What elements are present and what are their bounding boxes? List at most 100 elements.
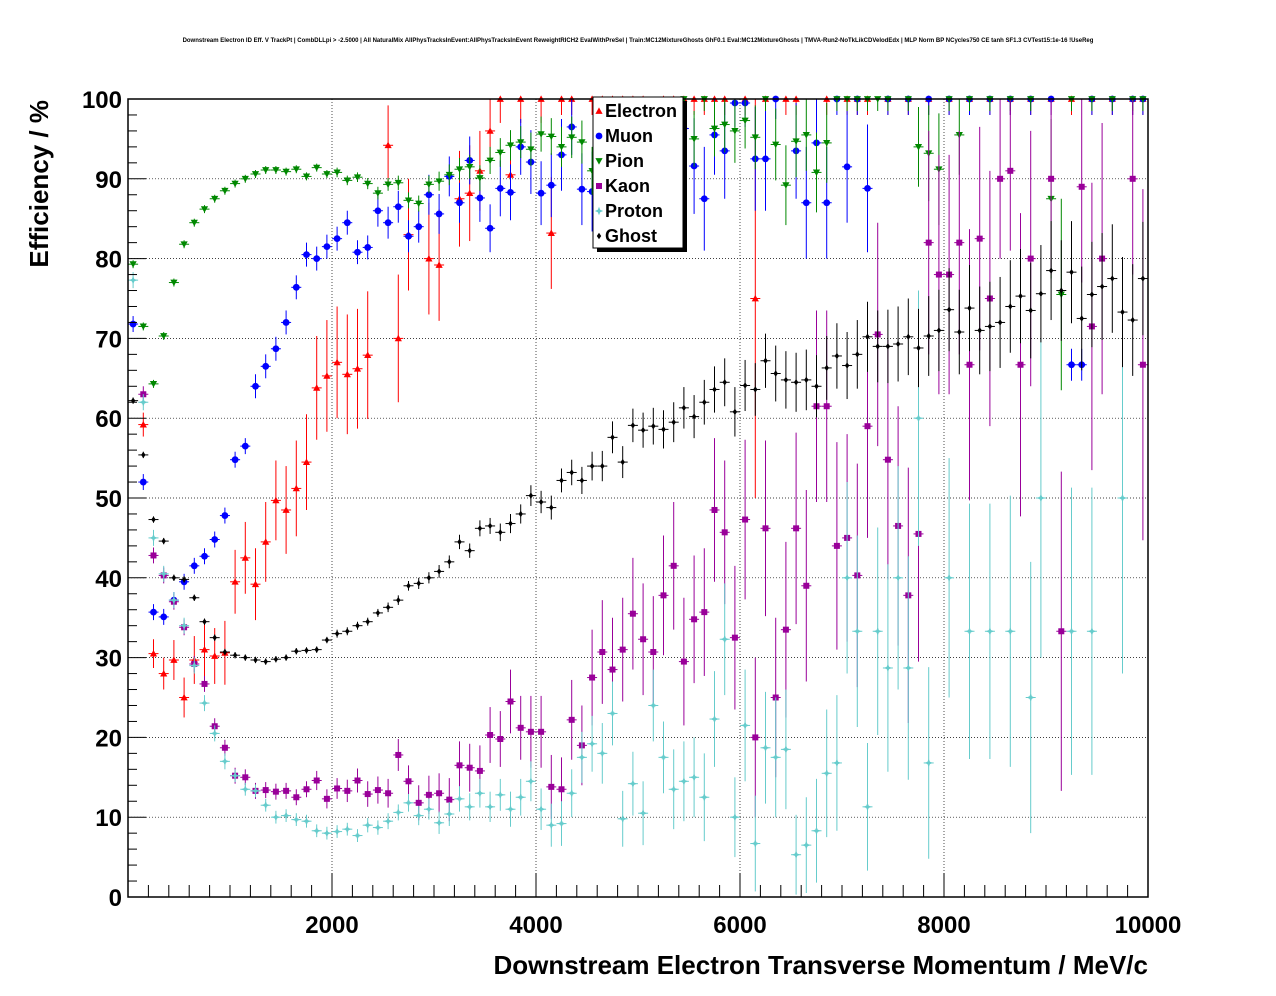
- pion-point: [323, 171, 331, 178]
- legend-marker-proton: [594, 206, 604, 216]
- muon-point: [476, 194, 484, 202]
- ghost-point: [324, 636, 330, 644]
- proton-point: [434, 818, 444, 827]
- proton-point: [873, 627, 882, 636]
- kaon-point: [283, 787, 290, 794]
- pion-point: [568, 134, 576, 141]
- pion-point: [496, 149, 504, 157]
- x-axis-title: Downstream Electron Transverse Momentum …: [493, 950, 1148, 980]
- y-tick-label: 20: [95, 725, 122, 752]
- ghost-point: [1018, 292, 1023, 300]
- pion-point: [486, 157, 494, 165]
- muon-point: [456, 199, 463, 207]
- proton-point: [587, 739, 597, 748]
- legend-marker-ghost: [596, 232, 602, 240]
- muon-point: [333, 235, 341, 243]
- kaon-point: [446, 796, 453, 803]
- ghost-point: [885, 343, 891, 350]
- ghost-point: [457, 538, 462, 546]
- pion-point: [302, 173, 311, 181]
- ghost-point: [620, 458, 625, 466]
- muon-point: [139, 478, 147, 486]
- electron-point: [292, 484, 300, 492]
- kaon-point: [1078, 183, 1085, 190]
- electron-point: [333, 358, 341, 366]
- kaon-point: [935, 271, 942, 278]
- kaon-point: [405, 778, 412, 785]
- ghost-point: [936, 327, 942, 334]
- proton-point: [771, 753, 780, 762]
- y-tick-label: 60: [95, 406, 122, 433]
- ghost-point: [141, 451, 146, 459]
- ghost-point: [1048, 267, 1054, 274]
- electron-point: [170, 656, 178, 663]
- ghost-point: [283, 654, 289, 661]
- ghost-point: [997, 319, 1003, 326]
- proton-point: [1006, 627, 1015, 636]
- pion-point: [353, 174, 362, 181]
- kaon-point: [558, 786, 565, 793]
- ghost-point: [426, 574, 432, 581]
- ghost-point: [793, 379, 799, 386]
- muon-point: [578, 185, 586, 193]
- kaon-point: [721, 529, 728, 536]
- kaon-point: [609, 666, 616, 673]
- kaon-point: [538, 728, 545, 735]
- kaon-point: [354, 777, 361, 784]
- proton-point: [740, 721, 750, 730]
- ghost-point: [263, 658, 268, 665]
- proton-point: [1067, 627, 1076, 636]
- ghost-point: [1059, 287, 1064, 294]
- pion-point: [251, 171, 260, 178]
- muon-point: [292, 283, 300, 291]
- ghost-point: [416, 580, 421, 587]
- electron-point: [313, 384, 321, 391]
- pion-point: [129, 261, 137, 268]
- ghost-point: [171, 574, 177, 581]
- kaon-point: [334, 785, 341, 792]
- y-tick-label: 50: [95, 486, 122, 513]
- pion-point: [292, 166, 300, 173]
- axes: 0 10 20 30 40 50 60 70 80 90 100 2000 4000 6000 8000 10…: [82, 87, 1181, 939]
- proton-point: [751, 839, 760, 848]
- muon-point: [282, 319, 290, 326]
- electron-point: [231, 578, 239, 585]
- proton-point: [985, 627, 995, 636]
- kaon-point: [374, 787, 381, 794]
- pion-point: [272, 167, 280, 174]
- pion-point: [506, 142, 515, 149]
- legend-label-kaon: Kaon: [605, 176, 650, 196]
- kaon-point: [323, 795, 330, 802]
- kaon-point: [1007, 167, 1014, 174]
- muon-point: [762, 155, 769, 163]
- ghost-point: [375, 609, 381, 617]
- ghost-point: [906, 333, 911, 341]
- pion-point: [476, 175, 484, 182]
- ghost-point: [763, 357, 768, 364]
- electron-point: [323, 372, 331, 379]
- proton-point: [455, 794, 464, 804]
- muon-point: [201, 552, 208, 560]
- ghost-point: [406, 582, 411, 589]
- kaon-point: [293, 794, 300, 801]
- ghost-point: [630, 422, 636, 429]
- pion-point: [812, 169, 821, 177]
- ghost-point: [365, 618, 370, 625]
- ghost-point: [600, 462, 605, 470]
- kaon-point: [497, 735, 504, 742]
- proton-point: [832, 758, 842, 768]
- kaon-point: [548, 783, 555, 790]
- ghost-point: [671, 418, 676, 426]
- proton-point: [230, 771, 240, 780]
- proton-point: [149, 533, 158, 543]
- kaon-point: [1129, 175, 1136, 182]
- electron-point: [200, 646, 209, 653]
- pion-point: [231, 180, 239, 188]
- kaon-point: [476, 767, 483, 774]
- kaon-point: [731, 634, 738, 641]
- ghost-point: [345, 628, 350, 635]
- ghost-point: [314, 646, 319, 653]
- proton-point: [414, 811, 423, 820]
- proton-point: [853, 627, 862, 636]
- y-tick-label: 80: [95, 247, 122, 274]
